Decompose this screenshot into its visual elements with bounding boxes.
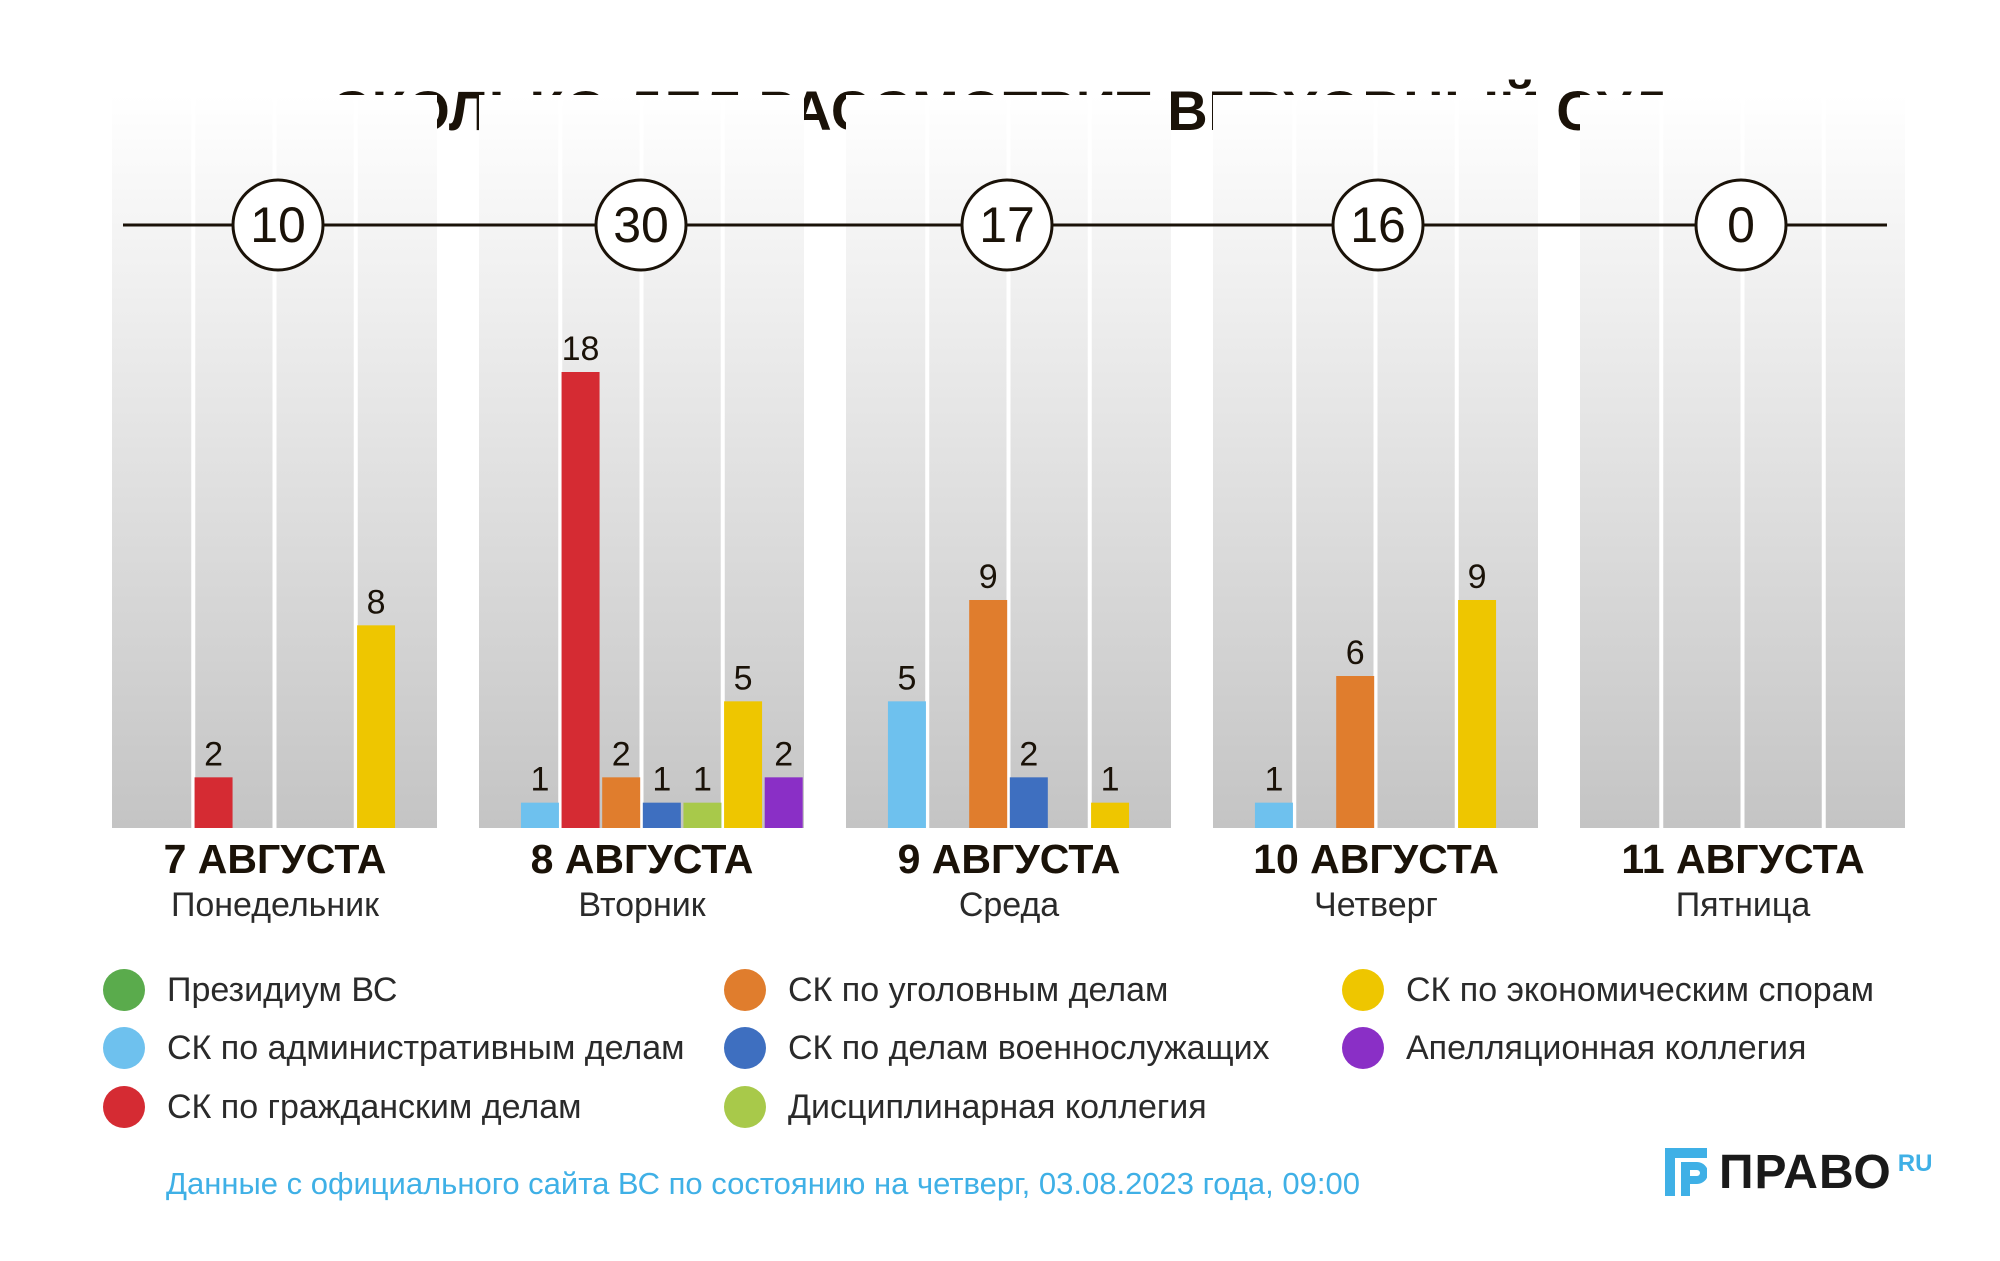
panel-divider: [1821, 95, 1826, 828]
legend-item: СК по административным делам: [103, 1024, 685, 1072]
bar: [602, 777, 641, 828]
legend-label: Дисциплинарная коллегия: [788, 1087, 1207, 1126]
total-circle: [1331, 178, 1425, 272]
pravo-logo-icon: [1665, 1148, 1707, 1196]
day-date-label: 8 АВГУСТА: [530, 836, 754, 882]
day-name-label: Четверг: [1314, 886, 1438, 924]
total-label: 10: [250, 197, 306, 253]
legend-swatch: [103, 969, 145, 1011]
legend-item: Апелляционная коллегия: [1342, 1024, 1806, 1072]
bar-value-label: 5: [734, 659, 753, 697]
legend-item: Президиум ВС: [103, 966, 397, 1014]
day-name-label: Пятница: [1675, 886, 1811, 924]
legend-label: Президиум ВС: [167, 970, 398, 1009]
legend-swatch: [103, 1027, 145, 1069]
bar: [1458, 600, 1497, 828]
legend-item: СК по делам военнослужащих: [724, 1024, 1270, 1072]
bar: [683, 802, 722, 828]
bar-value-label: 2: [204, 735, 223, 773]
bar-value-label: 2: [774, 735, 793, 773]
bar: [642, 802, 681, 828]
total-label: 17: [979, 197, 1035, 253]
panel-divider: [191, 95, 196, 828]
panel-divider: [1659, 95, 1664, 828]
legend-label: СК по экономическим спорам: [1406, 970, 1874, 1009]
panel-divider: [1454, 95, 1459, 828]
bar-value-label: 1: [530, 761, 549, 799]
total-circle: [960, 178, 1054, 272]
day-date-label: 9 АВГУСТА: [897, 836, 1121, 882]
pravo-ru-logo: ПРАВО RU: [1665, 1148, 1932, 1198]
bar-value-label: 1: [693, 761, 712, 799]
legend-label: СК по гражданским делам: [167, 1087, 582, 1126]
legend-item: Дисциплинарная коллегия: [724, 1083, 1207, 1131]
legend-swatch: [724, 1086, 766, 1128]
legend-label: Апелляционная коллегия: [1406, 1028, 1807, 1067]
panel-divider: [1373, 95, 1378, 828]
day-name-label: Понедельник: [170, 886, 380, 924]
bar-value-label: 8: [367, 583, 386, 621]
bar: [1091, 802, 1130, 828]
bar: [1009, 777, 1048, 828]
panel-divider: [925, 95, 930, 828]
bar-value-label: 5: [897, 659, 916, 697]
legend-item: СК по экономическим спорам: [1342, 966, 1874, 1014]
bar: [724, 701, 763, 828]
total-label: 16: [1350, 197, 1406, 253]
legend-swatch: [724, 969, 766, 1011]
day-date-label: 11 АВГУСТА: [1621, 836, 1865, 882]
legend-swatch: [1342, 1027, 1384, 1069]
logo-text: ПРАВО: [1719, 1146, 1892, 1199]
logo-suffix: RU: [1897, 1150, 1933, 1177]
bar-value-label: 1: [652, 761, 671, 799]
source-note: Данные с официального сайта ВС по состоя…: [166, 1166, 1360, 1201]
legend-label: СК по делам военнослужащих: [788, 1028, 1270, 1067]
bar-value-label: 2: [612, 735, 631, 773]
bar-value-label: 18: [562, 330, 600, 368]
bar: [764, 777, 803, 828]
legend-swatch: [103, 1086, 145, 1128]
total-label: 0: [1727, 197, 1755, 253]
legend-swatch: [1342, 969, 1384, 1011]
bar: [1254, 802, 1293, 828]
legend-item: СК по гражданским делам: [103, 1083, 582, 1131]
panel-divider: [720, 95, 725, 828]
panel-divider: [272, 95, 277, 828]
total-circle: [1694, 178, 1788, 272]
total-label: 30: [613, 197, 669, 253]
bar: [520, 802, 559, 828]
panel-divider: [1292, 95, 1297, 828]
panel-divider: [1740, 95, 1745, 828]
legend-label: СК по административным делам: [167, 1028, 685, 1067]
bar-value-label: 2: [1019, 735, 1038, 773]
bar-value-label: 6: [1346, 634, 1365, 672]
total-circle: [231, 178, 325, 272]
legend-item: СК по уголовным делам: [724, 966, 1168, 1014]
bar: [561, 372, 600, 828]
bar-value-label: 9: [979, 558, 998, 596]
panel-divider: [639, 95, 644, 828]
panel-divider: [1087, 95, 1092, 828]
panel-divider: [558, 95, 563, 828]
bar-value-label: 1: [1264, 761, 1283, 799]
bar: [357, 625, 396, 828]
panel-divider: [1006, 95, 1011, 828]
bar: [969, 600, 1008, 828]
bar: [887, 701, 926, 828]
legend-label: СК по уголовным делам: [788, 970, 1169, 1009]
total-circle: [594, 178, 688, 272]
bar: [1336, 676, 1375, 828]
bar: [194, 777, 233, 828]
bar-value-label: 1: [1101, 761, 1120, 799]
legend-swatch: [724, 1027, 766, 1069]
day-date-label: 7 АВГУСТА: [163, 836, 387, 882]
day-name-label: Среда: [958, 886, 1060, 924]
bar-value-label: 9: [1468, 558, 1487, 596]
day-date-label: 10 АВГУСТА: [1253, 836, 1499, 882]
day-name-label: Вторник: [578, 886, 706, 924]
panel-divider: [353, 95, 358, 828]
